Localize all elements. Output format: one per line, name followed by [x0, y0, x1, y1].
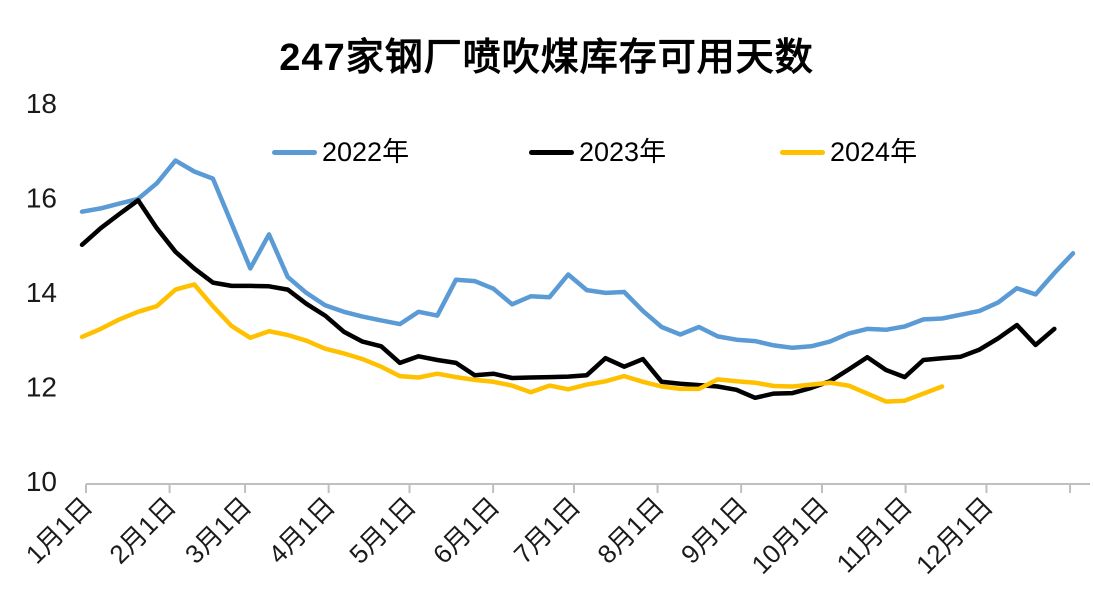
x-tick-label: 10月1日 [746, 491, 835, 580]
chart-title: 247家钢厂喷吹煤库存可用天数 [279, 37, 814, 79]
y-tick-label: 18 [26, 88, 57, 119]
series-line-2022 [79, 158, 1076, 351]
x-tick-label: 8月1日 [591, 491, 669, 569]
y-tick-label: 14 [26, 277, 57, 308]
y-tick-label: 12 [26, 372, 57, 403]
x-tick-label: 6月1日 [427, 491, 505, 569]
x-tick-label: 9月1日 [675, 491, 753, 569]
legend-item-2024: 2024年 [780, 138, 917, 166]
x-tick-label: 1月1日 [20, 491, 98, 569]
legend-swatch-2023 [529, 149, 574, 155]
series-line-2023 [79, 198, 1057, 401]
series-line-2024 [79, 282, 945, 404]
x-tick-label: 4月1日 [262, 491, 340, 569]
legend-label-2023: 2023年 [579, 137, 667, 167]
x-tick-label: 12月1日 [910, 491, 999, 580]
x-tick-label: 2月1日 [103, 491, 181, 569]
legend-label-2024: 2024年 [830, 137, 918, 167]
legend-swatch-2022 [272, 149, 317, 155]
x-tick-label: 7月1日 [508, 491, 586, 569]
x-tick-label: 3月1日 [179, 491, 257, 569]
legend-item-2022: 2022年 [272, 138, 409, 166]
legend-label-2022: 2022年 [322, 137, 410, 167]
x-tick-label: 5月1日 [343, 491, 421, 569]
y-tick-label: 16 [26, 183, 57, 214]
legend-item-2023: 2023年 [529, 138, 666, 166]
x-tick-label: 11月1日 [831, 491, 918, 578]
legend-swatch-2024 [780, 149, 825, 155]
y-tick-label: 10 [26, 466, 57, 497]
